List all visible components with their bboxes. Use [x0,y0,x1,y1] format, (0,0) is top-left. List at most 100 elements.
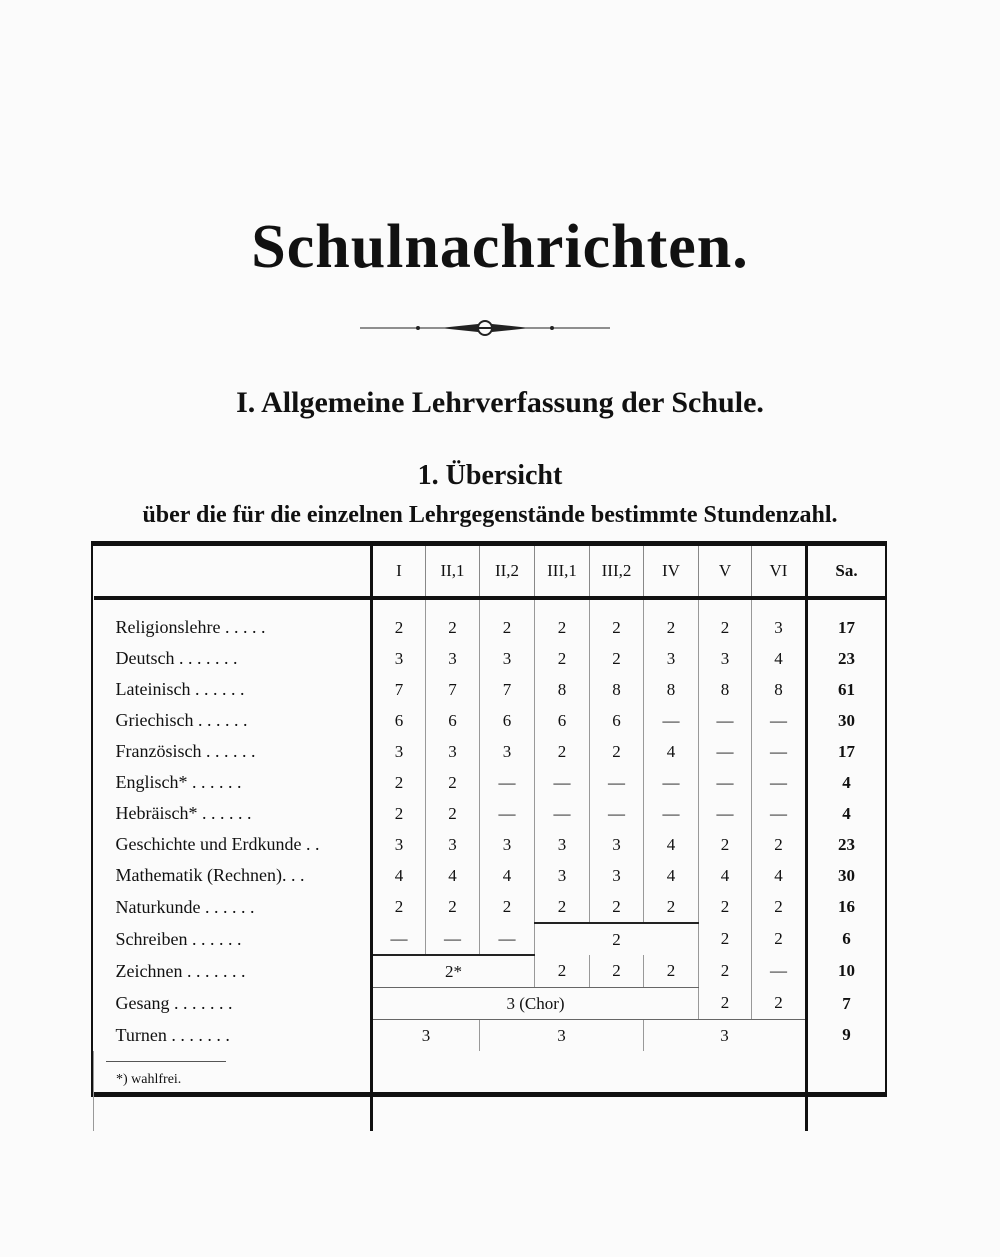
subject-label: Deutsch . . . . . . . [115,648,238,668]
subject-label: Griechisch . . . . . . [115,710,248,730]
hours-cell: — [751,798,807,829]
hours-cell: 2 [370,767,426,798]
hours-cell: — [479,923,535,956]
hours-cell: 3 [479,643,535,674]
total-cell: 30 [805,705,885,736]
hours-cell: — [751,767,807,798]
hours-cell: 4 [643,829,699,860]
hours-cell: 8 [698,674,752,705]
subject-label: Hebräisch* . . . . . . [115,803,252,823]
subject-label: Turnen . . . . . . . [115,1024,230,1045]
hours-cell: 4 [698,860,752,891]
total-cell: 4 [805,798,885,829]
hours-cell: 2 [425,798,480,829]
hours-cell: 3 [370,643,426,674]
hours-cell: 2 [643,891,699,924]
table-row: Französisch . . . . . . 3 3 3 2 2 4— —17 [94,736,885,767]
hours-cell: 2 [643,955,699,988]
hours-cell: 4 [643,736,699,767]
table-heading: 1. Übersicht [417,460,563,491]
subject-label: Gesang . . . . . . . [115,993,233,1013]
hours-cell: 3 [643,643,699,674]
hours-cell: 2 [479,598,535,643]
header-class: I [370,546,426,600]
hours-cell: — [698,705,752,736]
subject-label: Mathematik (Rechnen). . . [115,865,305,885]
hours-cell: — [643,767,699,798]
subject-label: Englisch* . . . . . . [115,772,242,792]
hours-cell: 2 [370,598,426,643]
header-class: II,1 [425,546,480,600]
hours-cell: 3 [534,860,590,891]
hours-cell: — [534,767,590,798]
hours-cell: 6 [534,705,590,736]
subject-label: Geschichte und Erdkunde . . [115,834,320,854]
hours-cell: 2 [589,643,644,674]
hours-cell: — [425,923,480,956]
hours-cell: 3 [698,643,752,674]
hours-cell: 3 [751,598,807,643]
header-class: Sa. [805,546,885,600]
hours-cell: 3 [534,829,590,860]
hours-cell: 2 [534,598,590,643]
hours-cell: 2 [589,891,644,924]
table-header-row: I II,1 II,2 III,1 III,2 IV V VI Sa. [93,546,885,600]
header-class: III,2 [589,546,644,600]
table-row: Schreiben . . . . . . — — —2 2 2 6 [94,923,885,956]
hours-cell: — [534,798,590,829]
hours-cell: 2 [589,736,644,767]
table-row: Deutsch . . . . . . . 3 3 3 2 2 3 3 4 23 [94,643,885,674]
hours-cell: 2 [370,798,426,829]
total-cell: 30 [805,860,885,891]
hours-cell: 4 [643,860,699,891]
header-subject [93,546,372,600]
hours-cell: 3 [589,860,644,891]
total-cell: 61 [805,674,885,705]
subject-label: Naturkunde . . . . . . [115,896,255,917]
hours-cell: 3 [370,736,426,767]
hours-cell: 3 (Chor) [370,987,699,1020]
header-class: VI [751,546,807,600]
total-cell: 6 [805,923,885,955]
total-cell: 7 [805,987,885,1020]
hours-cell: 2 [643,598,699,643]
hours-cell: — [589,798,644,829]
hours-cell: — [698,767,752,798]
hours-cell: 2 [534,643,590,674]
subject-label: Zeichnen . . . . . . . [115,960,246,981]
hours-cell: — [370,923,426,956]
hours-cell: 4 [479,860,535,891]
hours-cell: 3 [425,643,480,674]
table-row: Gesang . . . . . . .3 (Chor) 2 2 7 [94,987,885,1020]
hours-cell: 2 [425,767,480,798]
hours-cell: 4 [370,860,426,891]
hours-cell: 6 [370,705,426,736]
hours-cell: 7 [425,674,480,705]
header-class: IV [643,546,699,600]
hours-cell: — [751,736,807,767]
hours-cell: — [479,798,535,829]
table-row: Hebräisch* . . . . . . 2 2— — — — — —4 [94,798,885,829]
hours-cell: 3 [425,829,480,860]
hours-cell: — [698,798,752,829]
hours-cell: 3 [479,829,535,860]
hours-cell: 2 [589,598,644,643]
table-row: Mathematik (Rechnen). . . 4 4 4 3 3 4 4 4 30 [94,860,885,891]
hours-cell: 3 [479,1019,644,1051]
hours-cell: 8 [751,674,807,705]
total-cell: 10 [805,955,885,988]
hours-cell: 3 [643,1019,807,1051]
table-row: Lateinisch . . . . . . 7 7 7 8 8 8 8 8 61 [94,674,885,705]
header-class: II,2 [479,546,535,600]
hours-cell: 2 [698,891,752,923]
hours-cell: 7 [370,674,426,705]
hours-cell: 2 [479,891,535,923]
hours-cell: 6 [589,705,644,736]
hours-cell: 2 [698,598,752,643]
hours-cell: 8 [589,674,644,705]
header-class: III,1 [534,546,590,600]
hours-cell: 3 [479,736,535,767]
table-row: Griechisch . . . . . . 6 6 6 6 6— — —30 [94,705,885,736]
hours-cell: 8 [534,674,590,705]
footnote-row: *) wahlfrei. [93,1051,885,1131]
